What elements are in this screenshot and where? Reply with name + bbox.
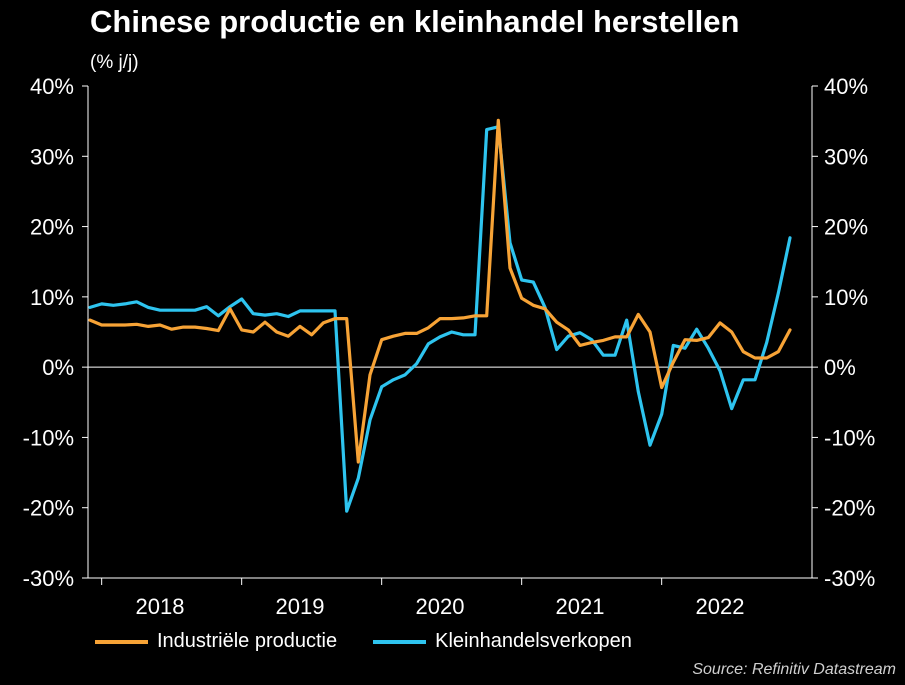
legend-label-kleinhandelsverkopen: Kleinhandelsverkopen [435,630,632,652]
x-tick-label: 2019 [276,594,325,619]
x-tick-label: 2018 [136,594,185,619]
chart-legend: Industriële productie Kleinhandelsverkop… [95,630,668,653]
y-tick-label-left: 20% [30,215,74,240]
y-tick-label-right: 10% [824,285,868,310]
x-tick-label: 2020 [416,594,465,619]
legend-label-industriele-productie: Industriële productie [157,630,338,652]
y-tick-label-left: 10% [30,285,74,310]
y-tick-label-right: 20% [824,215,868,240]
y-tick-label-left: 40% [30,74,74,99]
x-tick-label: 2021 [556,594,605,619]
chart-title: Chinese productie en kleinhandel herstel… [90,4,740,39]
legend-item-kleinhandelsverkopen: Kleinhandelsverkopen [373,630,632,653]
chart-subtitle: (% j/j) [90,52,139,73]
y-tick-label-right: 0% [824,355,856,380]
y-tick-label-left: -10% [23,425,74,450]
y-tick-label-left: 0% [42,355,74,380]
y-tick-label-left: -30% [23,566,74,591]
series-line-industriele-productie [88,118,792,464]
x-tick-label: 2022 [696,594,745,619]
legend-item-industriele-productie: Industriële productie [95,630,337,653]
y-tick-label-left: 30% [30,144,74,169]
legend-swatch-industriele-productie [95,639,148,644]
y-tick-label-right: -10% [824,425,875,450]
y-tick-label-right: -20% [824,496,875,521]
y-tick-label-right: -30% [824,566,875,591]
series-line-kleinhandelsverkopen [88,125,792,513]
y-tick-label-left: -20% [23,496,74,521]
y-tick-label-right: 40% [824,74,868,99]
y-tick-label-right: 30% [824,144,868,169]
source-note: Source: Refinitiv Datastream [692,661,896,678]
legend-swatch-kleinhandelsverkopen [373,639,427,644]
